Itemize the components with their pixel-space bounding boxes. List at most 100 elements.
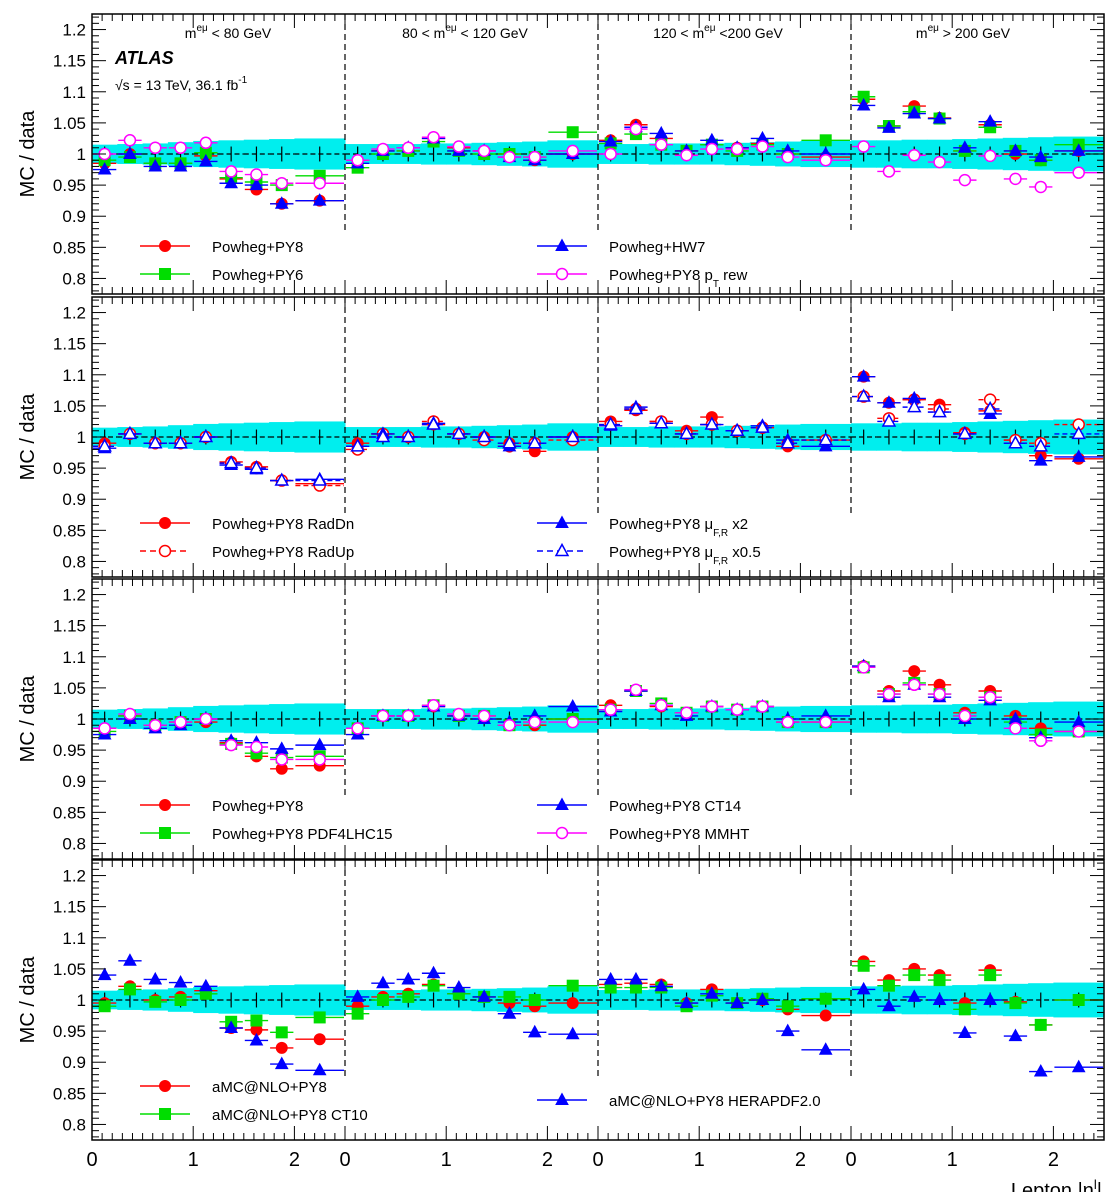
x-tick-label: 2 bbox=[289, 1149, 300, 1171]
series-point bbox=[983, 690, 997, 704]
series-point bbox=[1034, 1018, 1047, 1031]
series-point bbox=[908, 969, 921, 982]
legend-marker bbox=[555, 826, 569, 840]
series-point bbox=[173, 158, 188, 172]
series-point bbox=[400, 428, 416, 443]
legend-marker bbox=[158, 544, 172, 558]
series-point bbox=[1034, 180, 1047, 194]
series-point bbox=[528, 994, 541, 1006]
series-point bbox=[275, 1026, 288, 1039]
series-point bbox=[565, 1026, 580, 1040]
series-point bbox=[528, 715, 541, 729]
legend-marker bbox=[159, 268, 171, 280]
series-point bbox=[819, 134, 832, 147]
series-point bbox=[452, 980, 466, 993]
series-point bbox=[705, 700, 719, 713]
series-point bbox=[705, 142, 719, 156]
series-point bbox=[427, 130, 440, 144]
series-point bbox=[502, 1006, 517, 1019]
series-point bbox=[312, 193, 327, 206]
series-point bbox=[527, 435, 543, 449]
series-point bbox=[376, 975, 390, 989]
y-tick-label: 0.9 bbox=[62, 207, 86, 226]
legend-item: Powheg+PY8 RadUp bbox=[140, 544, 354, 561]
series-point bbox=[123, 134, 137, 147]
series-point bbox=[730, 703, 744, 716]
y-axis-label: MC / data bbox=[17, 393, 39, 481]
series-point bbox=[275, 176, 288, 190]
series-point bbox=[603, 416, 618, 430]
mass-region-label: meμ > 200 GeV bbox=[916, 23, 1011, 41]
series-point bbox=[565, 428, 580, 443]
series-point bbox=[312, 1062, 327, 1076]
series-point bbox=[1071, 449, 1086, 462]
series-point bbox=[705, 986, 719, 999]
mass-region-label: 120 < meμ <200 GeV bbox=[653, 23, 783, 41]
series-point bbox=[819, 715, 832, 729]
y-tick-label: 1.15 bbox=[53, 335, 86, 354]
series-point bbox=[427, 699, 440, 712]
series-point bbox=[199, 712, 213, 726]
series-point bbox=[983, 149, 997, 163]
series-point bbox=[502, 435, 517, 449]
series-point bbox=[958, 173, 972, 187]
y-tick-label: 1.1 bbox=[62, 366, 86, 385]
series-point bbox=[756, 140, 769, 153]
mass-region-label: 80 < meμ < 120 GeV bbox=[402, 23, 528, 41]
y-tick-label: 1.1 bbox=[62, 929, 86, 948]
series-point bbox=[173, 435, 188, 449]
series-4 bbox=[93, 122, 1103, 194]
y-tick-label: 0.9 bbox=[62, 1053, 86, 1072]
series-point bbox=[679, 995, 694, 1009]
series-point bbox=[1072, 166, 1085, 179]
legend-label: Powheg+HW7 bbox=[609, 239, 705, 256]
y-tick-label: 0.8 bbox=[62, 269, 86, 288]
series-point bbox=[932, 404, 947, 418]
legend-label: aMC@NLO+PY8 bbox=[212, 1079, 327, 1096]
series-point bbox=[477, 709, 491, 723]
series-point bbox=[503, 150, 516, 164]
legend-marker bbox=[159, 799, 171, 811]
series-point bbox=[198, 428, 214, 443]
y-tick-label: 0.9 bbox=[62, 772, 86, 791]
series-4 bbox=[93, 661, 1103, 766]
series-point bbox=[477, 144, 491, 158]
x-tick-label: 2 bbox=[1048, 1149, 1059, 1171]
atlas-label: ATLAS bbox=[114, 48, 174, 68]
series-point bbox=[503, 718, 516, 732]
series-point bbox=[629, 971, 643, 985]
panel-3: 0.8 0.85 0.9 0.95 1 1.05 1.1 1.15 1.2 MC / data Po… bbox=[17, 578, 1105, 860]
legend-item: Powheg+PY8 RadDn bbox=[140, 516, 354, 533]
legend: Powheg+PY8 Powheg+PY8 PDF4LHC15 Powheg+PY8… bbox=[140, 797, 749, 843]
series-point bbox=[477, 989, 491, 1002]
series-point bbox=[680, 148, 693, 162]
series-point bbox=[313, 176, 326, 190]
x-tick-label: 0 bbox=[845, 1149, 856, 1171]
series-point bbox=[402, 990, 415, 1003]
series-point bbox=[376, 142, 390, 156]
series-point bbox=[149, 995, 162, 1008]
series-point bbox=[958, 1025, 972, 1038]
series-point bbox=[376, 994, 389, 1006]
series-point bbox=[907, 106, 922, 119]
series-point bbox=[704, 416, 720, 430]
series-point bbox=[97, 967, 112, 981]
series-point bbox=[730, 995, 744, 1009]
mass-region-labels: meμ < 80 GeV 80 < meμ < 120 GeV 120 < meμ … bbox=[185, 23, 1011, 41]
y-axis-ticks: 0.8 0.85 0.9 0.95 1 1.05 1.1 1.15 1.2 bbox=[53, 862, 1104, 1138]
series-point bbox=[250, 1014, 263, 1027]
series-point bbox=[149, 718, 162, 732]
series-point bbox=[932, 992, 947, 1005]
y-tick-label: 1.05 bbox=[53, 114, 86, 133]
series-point bbox=[274, 196, 289, 209]
legend-marker bbox=[159, 827, 171, 839]
y-tick-label: 1.2 bbox=[62, 867, 86, 886]
x-tick-label: 1 bbox=[188, 1149, 199, 1171]
series-point bbox=[148, 158, 163, 172]
series-point bbox=[426, 416, 441, 430]
legend: Powheg+PY8 RadDn Powheg+PY8 RadUp Powheg+P… bbox=[140, 515, 761, 567]
series-point bbox=[224, 175, 238, 189]
series-point bbox=[528, 150, 541, 164]
series-point bbox=[1033, 453, 1048, 466]
series-point bbox=[1009, 172, 1022, 186]
